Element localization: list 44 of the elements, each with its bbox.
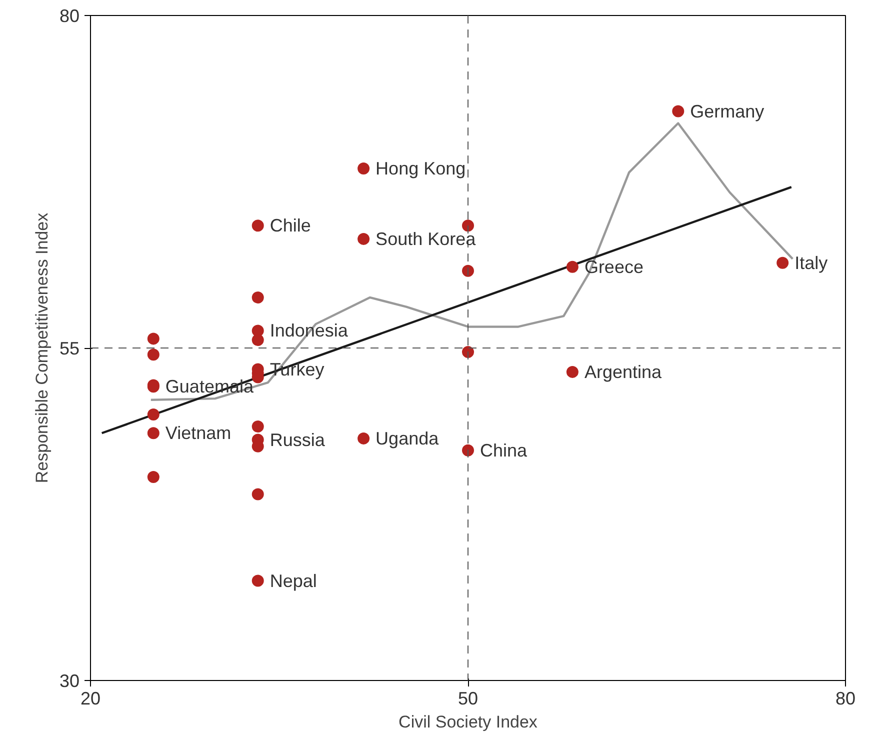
- annotation: South Korea: [376, 228, 477, 249]
- annotation: Nepal: [270, 570, 317, 591]
- point: [252, 220, 264, 232]
- point: [147, 471, 160, 483]
- point: [462, 220, 474, 232]
- x-tick-label: 80: [835, 688, 856, 708]
- point: [672, 105, 684, 118]
- annotation: Uganda: [376, 428, 440, 448]
- point: [252, 334, 264, 346]
- annotation: China: [480, 440, 528, 460]
- line-series: [150, 122, 794, 401]
- point: [252, 574, 264, 587]
- annotation: Chile: [270, 216, 311, 236]
- y-tick-label: 30: [59, 671, 80, 691]
- y-tick-label: 80: [59, 6, 80, 26]
- point: [462, 444, 474, 456]
- point: [776, 256, 789, 269]
- point: [358, 432, 370, 444]
- x-axis-title: Civil Society Index: [398, 712, 538, 732]
- point: [147, 408, 160, 420]
- annotation: Italy: [794, 252, 828, 273]
- y-axis-title: Responsible Competitiveness Index: [32, 212, 52, 484]
- annotation: Vietnam: [165, 423, 232, 444]
- point: [358, 162, 370, 174]
- annotation: Germany: [690, 101, 764, 122]
- point: [252, 488, 264, 500]
- x-tick-label: 50: [458, 688, 478, 708]
- point: [358, 232, 370, 245]
- annotation: Russia: [270, 430, 326, 450]
- point: [462, 264, 474, 277]
- point: [566, 366, 578, 378]
- point: [462, 346, 474, 358]
- y-tick-label: 55: [59, 338, 80, 358]
- point: [252, 291, 264, 304]
- annotation: Argentina: [584, 362, 662, 382]
- annotation: Greece: [584, 256, 644, 277]
- point: [147, 348, 160, 361]
- point: [147, 332, 160, 345]
- annotation: Hong Kong: [376, 158, 466, 178]
- x-tick-label: 20: [80, 688, 101, 708]
- point: [147, 427, 160, 440]
- point: [566, 260, 578, 273]
- point: [252, 420, 264, 432]
- annotation: Indonesia: [270, 320, 349, 341]
